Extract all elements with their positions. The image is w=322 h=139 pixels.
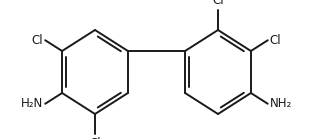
Text: Cl: Cl: [270, 34, 281, 47]
Text: Cl: Cl: [89, 137, 101, 139]
Text: NH₂: NH₂: [270, 97, 292, 110]
Text: H₂N: H₂N: [21, 97, 43, 110]
Text: Cl: Cl: [212, 0, 224, 7]
Text: Cl: Cl: [32, 34, 43, 47]
